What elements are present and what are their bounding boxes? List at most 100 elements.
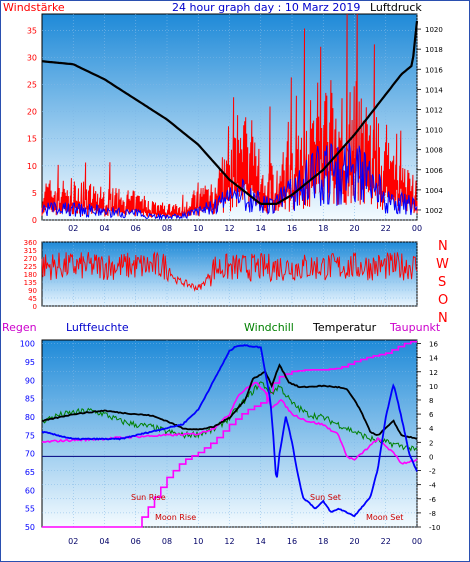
windchill-series: [41, 381, 418, 453]
humidity-tick-label: 65: [25, 468, 35, 477]
series-layer: [41, 13, 419, 528]
humidity-tick-label: 50: [25, 523, 35, 532]
wind-tick-label: 0: [32, 216, 37, 225]
pressure-tick-label: 1004: [425, 187, 443, 195]
dir-label-s: S: [438, 275, 446, 290]
temperature-tick-label: 14: [429, 355, 438, 363]
temperature-x-tick-label: 20: [349, 537, 359, 546]
wind-x-tick-label: 04: [99, 224, 109, 233]
pressure-tick-label: 1020: [425, 26, 443, 34]
temperature-tick-label: -8: [429, 510, 436, 518]
wind-x-tick-label: 16: [287, 224, 297, 233]
annotation-moon-rise: Moon Rise: [155, 513, 196, 522]
legend-taupunkt: Taupunkt: [389, 321, 441, 334]
direction-tick-label: 0: [33, 303, 37, 311]
pressure-tick-label: 1016: [425, 66, 443, 74]
temperature-series: [41, 363, 418, 440]
humidity-tick-label: 90: [25, 376, 35, 385]
wind-tick-label: 20: [27, 108, 37, 117]
humidity-tick-label: 70: [25, 450, 35, 459]
temperature-x-tick-label: 10: [193, 537, 203, 546]
temperature-tick-label: 2: [429, 439, 433, 447]
direction-tick-label: 225: [24, 263, 37, 271]
rain-series: [42, 340, 417, 528]
wind-x-tick-label: 20: [349, 224, 359, 233]
temperature-tick-label: 0: [429, 453, 433, 461]
temperature-x-tick-label: 06: [131, 537, 141, 546]
pressure-series: [41, 20, 419, 205]
pressure-tick-label: 1014: [425, 86, 443, 94]
temperature-x-tick-label: 18: [318, 537, 328, 546]
direction-tick-label: 315: [24, 247, 37, 255]
temperature-x-tick-label: 02: [68, 537, 78, 546]
dir-label-n1: N: [438, 239, 448, 254]
dir-label-o: O: [438, 293, 448, 308]
temperature-tick-label: -6: [429, 496, 437, 504]
wind-direction-series: [41, 251, 418, 292]
dir-label-n2: N: [438, 311, 448, 326]
temperature-x-tick-label: 08: [162, 537, 172, 546]
wind-tick-label: 10: [27, 162, 37, 171]
legend-windchill: Windchill: [244, 321, 294, 334]
humidity-tick-label: 75: [25, 431, 35, 440]
temperature-tick-label: -4: [429, 482, 437, 490]
humidity-tick-label: 80: [25, 413, 35, 422]
temperature-tick-label: 6: [429, 411, 434, 419]
legend-regen: Regen: [2, 321, 37, 334]
pressure-axis-title: Luftdruck: [370, 1, 422, 14]
wind-tick-label: 15: [27, 135, 37, 144]
wind-tick-label: 25: [27, 80, 37, 89]
wind-x-tick-label: 02: [68, 224, 78, 233]
temperature-tick-label: -10: [429, 524, 440, 532]
temperature-tick-label: 4: [429, 425, 434, 433]
wind-x-tick-label: 08: [162, 224, 172, 233]
temperature-tick-label: -2: [429, 468, 436, 476]
pressure-tick-label: 1012: [425, 106, 443, 114]
temperature-x-tick-label: 04: [99, 537, 109, 546]
temperature-x-tick-label: 16: [287, 537, 297, 546]
temperature-x-tick-label: 14: [256, 537, 266, 546]
pressure-tick-label: 1006: [425, 167, 443, 175]
wind-x-tick-label: 06: [131, 224, 141, 233]
direction-tick-label: 270: [24, 255, 37, 263]
temperature-tick-label: 10: [429, 383, 438, 391]
wind-axis-title: Windstärke: [3, 1, 65, 14]
pressure-tick-label: 1002: [425, 207, 443, 215]
wind-x-tick-label: 22: [381, 224, 391, 233]
direction-tick-label: 180: [24, 271, 37, 279]
temperature-x-tick-label: 12: [224, 537, 234, 546]
legend-temperatur: Temperatur: [312, 321, 377, 334]
direction-tick-label: 45: [28, 295, 37, 303]
pressure-tick-label: 1010: [425, 127, 443, 135]
pressure-tick-label: 1008: [425, 147, 443, 155]
wind-x-tick-label: 00: [412, 224, 422, 233]
legend-luftfeuchte: Luftfeuchte: [66, 321, 129, 334]
wind-tick-label: 5: [32, 189, 37, 198]
wind-tick-label: 30: [27, 53, 37, 62]
temperature-tick-label: 12: [429, 369, 438, 377]
dir-label-w: W: [436, 257, 449, 272]
humidity-tick-label: 95: [25, 358, 35, 367]
wind-x-tick-label: 14: [256, 224, 266, 233]
axis-ticks: 0510152025303510021004100610081010101210…: [20, 26, 444, 546]
humidity-tick-label: 100: [20, 340, 35, 349]
temperature-x-tick-label: 22: [381, 537, 391, 546]
direction-tick-label: 135: [24, 279, 37, 287]
temperature-tick-label: 8: [429, 397, 433, 405]
pressure-tick-label: 1018: [425, 46, 443, 54]
wind-x-tick-label: 18: [318, 224, 328, 233]
wind-x-tick-label: 10: [193, 224, 203, 233]
temperature-tick-label: 16: [429, 341, 438, 349]
humidity-tick-label: 85: [25, 395, 35, 404]
wind-x-tick-label: 12: [224, 224, 234, 233]
wind-gust-series: [41, 142, 418, 221]
direction-tick-label: 90: [28, 287, 37, 295]
wind-tick-label: 35: [27, 26, 37, 35]
annotation-sun-set: Sun Set: [310, 493, 341, 502]
chart-title: 24 hour graph day : 10 Marz 2019: [172, 1, 360, 14]
annotation-moon-set: Moon Set: [366, 513, 403, 522]
humidity-tick-label: 55: [25, 505, 35, 514]
temperature-x-tick-label: 00: [412, 537, 422, 546]
direction-tick-label: 360: [24, 239, 37, 247]
